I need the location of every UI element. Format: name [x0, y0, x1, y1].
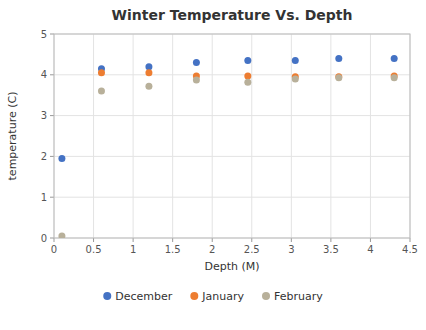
tick-label-x: 1: [130, 244, 136, 255]
point: [98, 88, 105, 95]
point: [335, 55, 342, 62]
grid-line-x: [93, 34, 94, 238]
tick-y: [50, 34, 54, 35]
point: [292, 57, 299, 64]
tick-x: [370, 238, 371, 242]
legend-swatch: [190, 292, 198, 300]
grid: [54, 34, 410, 238]
grid-line-y: [54, 115, 410, 116]
point: [292, 75, 299, 82]
tick-x: [212, 238, 213, 242]
point: [193, 59, 200, 66]
tick-label-x: 0: [51, 244, 57, 255]
tick-y: [50, 197, 54, 198]
legend-label: January: [201, 290, 244, 303]
tick-label-y: 3: [41, 110, 47, 121]
point: [244, 79, 251, 86]
point: [145, 83, 152, 90]
tick-x: [93, 238, 94, 242]
tick-label-x: 2.5: [244, 244, 260, 255]
y-axis-label: temperature (C): [6, 92, 19, 181]
point: [145, 63, 152, 70]
tick-y: [50, 238, 54, 239]
tick-label-x: 3: [288, 244, 294, 255]
tick-label-x: 1.5: [165, 244, 181, 255]
point: [391, 74, 398, 81]
tick-x: [133, 238, 134, 242]
point: [145, 69, 152, 76]
tick-label-y: 4: [41, 69, 47, 80]
tick-y: [50, 74, 54, 75]
grid-line-x: [370, 34, 371, 238]
tick-x: [251, 238, 252, 242]
grid-line-x: [212, 34, 213, 238]
grid-line-y: [54, 74, 410, 75]
tick-x: [410, 238, 411, 242]
tick-label-x: 4.5: [402, 244, 418, 255]
plot-frame: [54, 34, 410, 238]
point: [193, 77, 200, 84]
legend-swatch: [262, 292, 270, 300]
point: [391, 55, 398, 62]
tick-label-x: 4: [367, 244, 373, 255]
grid-line-y: [54, 197, 410, 198]
grid-line-x: [291, 34, 292, 238]
title: Winter Temperature Vs. Depth: [112, 7, 353, 23]
series: [58, 55, 397, 162]
tick-x: [291, 238, 292, 242]
x-axis-label: Depth (M): [204, 260, 259, 273]
legend: December January February: [103, 290, 323, 303]
grid-line-x: [251, 34, 252, 238]
point: [335, 73, 342, 80]
grid-line-x: [330, 34, 331, 238]
grid-line-x: [133, 34, 134, 238]
tick-label-y: 5: [41, 29, 47, 40]
legend-label: December: [115, 290, 173, 303]
point: [98, 69, 105, 76]
tick-label-x: 2: [209, 244, 215, 255]
point: [335, 74, 342, 81]
grid-line-y: [54, 156, 410, 157]
points: [58, 55, 397, 238]
legend-swatch: [103, 292, 111, 300]
point: [244, 57, 251, 64]
tick-label-y: 2: [41, 151, 47, 162]
legend-label: February: [274, 290, 323, 303]
tick-y: [50, 115, 54, 116]
series: [58, 74, 397, 238]
tick-label-y: 0: [41, 233, 47, 244]
tick-x: [330, 238, 331, 242]
tick-y: [50, 156, 54, 157]
tick-label-x: 3.5: [323, 244, 339, 255]
point: [58, 155, 65, 162]
tick-x: [172, 238, 173, 242]
point: [244, 73, 251, 80]
point: [58, 232, 65, 238]
tick-x: [54, 238, 55, 242]
chart: 0 0.5 1 1.5 2 2.5 3 3.5 4 4.5 0 1 2 3 4 5 Winter Tempera…: [0, 0, 426, 330]
tick-label-y: 1: [41, 192, 47, 203]
grid-line-x: [172, 34, 173, 238]
tick-label-x: 0.5: [86, 244, 102, 255]
